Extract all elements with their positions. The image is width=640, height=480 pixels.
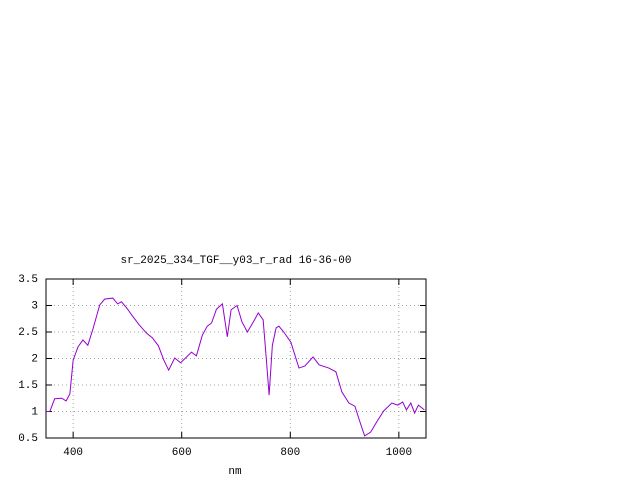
plot-border [45, 278, 427, 439]
y-tick-label: 1.5 [18, 380, 38, 392]
chart-title: sr_2025_334_TGF__y03_r_rad 16-36-00 [120, 255, 351, 267]
x-tick-label: 600 [172, 447, 192, 459]
y-tick-label: 3.5 [18, 274, 38, 286]
y-tick-label: 1 [31, 406, 38, 418]
y-tick-label: 0.5 [18, 433, 38, 445]
x-tick-label: 400 [63, 447, 83, 459]
data-line [46, 297, 425, 437]
x-tick-label: 1000 [386, 447, 412, 459]
x-tick-label: 800 [280, 447, 300, 459]
y-tick-label: 2 [31, 353, 38, 365]
y-tick-label: 3 [31, 300, 38, 312]
y-tick-label: 2.5 [18, 327, 38, 339]
x-axis-label: nm [228, 466, 242, 478]
